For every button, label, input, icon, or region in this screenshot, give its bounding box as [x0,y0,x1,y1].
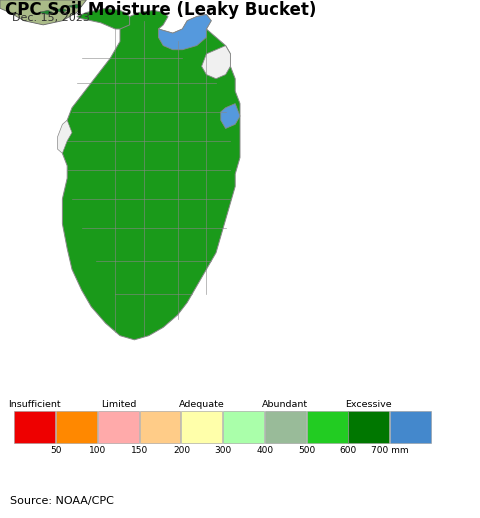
Polygon shape [158,15,211,50]
Text: 50: 50 [50,445,62,454]
Text: 200: 200 [173,445,190,454]
Bar [348,411,389,443]
Polygon shape [62,10,240,340]
Polygon shape [67,4,82,8]
Text: 150: 150 [131,445,148,454]
Bar [98,411,139,443]
Text: 300: 300 [215,445,232,454]
Bar [265,411,306,443]
Text: Adequate: Adequate [179,400,225,409]
Bar [390,411,431,443]
Bar [56,411,97,443]
Text: 400: 400 [256,445,274,454]
Bar [14,411,55,443]
Polygon shape [202,46,230,79]
Bar [223,411,264,443]
Text: Source: NOAA/CPC: Source: NOAA/CPC [10,496,113,506]
Text: 700 mm: 700 mm [372,445,409,454]
Polygon shape [53,8,67,12]
Bar [181,411,222,443]
Text: Excessive: Excessive [346,400,392,409]
Bar [307,411,348,443]
Text: Abundant: Abundant [262,400,309,409]
Polygon shape [58,120,72,153]
Bar [140,411,180,443]
Polygon shape [221,104,240,128]
Polygon shape [38,10,53,15]
Polygon shape [77,8,130,29]
Text: 600: 600 [340,445,357,454]
Polygon shape [0,0,86,25]
Text: 500: 500 [298,445,315,454]
Text: Limited: Limited [101,400,136,409]
Text: CPC Soil Moisture (Leaky Bucket): CPC Soil Moisture (Leaky Bucket) [5,1,316,19]
Text: Insufficient: Insufficient [9,400,61,409]
Text: Dec. 15, 2023: Dec. 15, 2023 [12,13,90,23]
Text: 100: 100 [89,445,107,454]
